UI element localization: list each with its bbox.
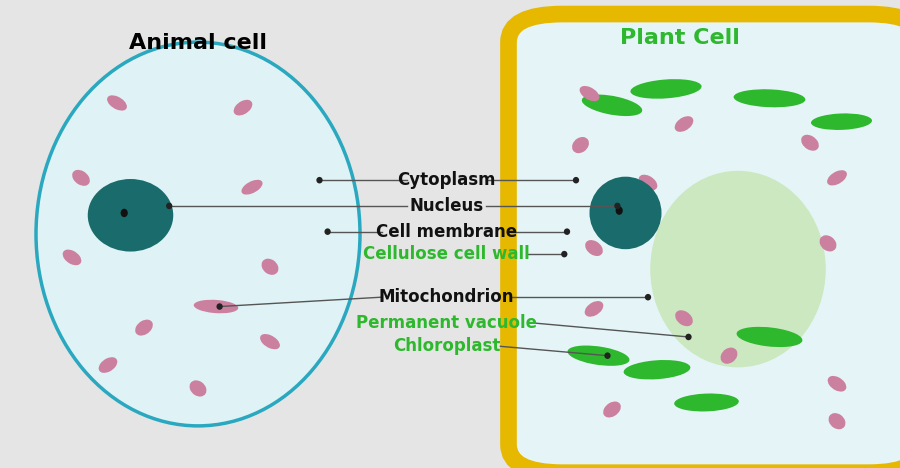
- Text: Permanent vacuole: Permanent vacuole: [356, 314, 537, 332]
- Ellipse shape: [563, 228, 571, 235]
- Ellipse shape: [572, 137, 589, 153]
- Text: Chloroplast: Chloroplast: [392, 337, 500, 355]
- Ellipse shape: [630, 79, 702, 99]
- Ellipse shape: [581, 95, 643, 116]
- Ellipse shape: [580, 86, 599, 101]
- Ellipse shape: [135, 320, 153, 336]
- Ellipse shape: [615, 203, 621, 209]
- Ellipse shape: [828, 376, 846, 392]
- Ellipse shape: [605, 352, 610, 359]
- Ellipse shape: [107, 95, 127, 110]
- Text: Animal cell: Animal cell: [129, 33, 267, 53]
- Ellipse shape: [650, 171, 826, 367]
- Ellipse shape: [674, 394, 739, 411]
- Ellipse shape: [820, 235, 836, 251]
- Ellipse shape: [624, 360, 690, 380]
- Ellipse shape: [585, 301, 603, 317]
- Ellipse shape: [241, 180, 263, 195]
- Ellipse shape: [194, 300, 238, 313]
- Ellipse shape: [736, 327, 803, 347]
- Text: Cytoplasm: Cytoplasm: [397, 171, 496, 189]
- Ellipse shape: [616, 206, 623, 215]
- Text: Cell membrane: Cell membrane: [376, 223, 517, 241]
- Ellipse shape: [324, 228, 330, 235]
- Ellipse shape: [721, 348, 737, 364]
- Ellipse shape: [234, 100, 252, 116]
- Ellipse shape: [811, 113, 872, 130]
- FancyBboxPatch shape: [508, 14, 900, 468]
- Ellipse shape: [568, 345, 629, 366]
- Ellipse shape: [99, 357, 117, 373]
- Ellipse shape: [675, 310, 693, 326]
- Ellipse shape: [190, 380, 206, 396]
- Text: Plant Cell: Plant Cell: [619, 28, 740, 48]
- Text: Cellulose cell wall: Cellulose cell wall: [363, 245, 530, 263]
- Ellipse shape: [573, 177, 580, 183]
- Ellipse shape: [88, 179, 173, 251]
- Ellipse shape: [72, 170, 90, 186]
- Ellipse shape: [644, 294, 651, 300]
- Ellipse shape: [63, 249, 81, 265]
- Ellipse shape: [262, 259, 278, 275]
- Ellipse shape: [827, 170, 847, 185]
- Ellipse shape: [603, 402, 621, 417]
- Ellipse shape: [121, 209, 128, 217]
- Ellipse shape: [562, 251, 567, 257]
- Ellipse shape: [734, 89, 806, 107]
- Ellipse shape: [686, 334, 691, 340]
- Text: Nucleus: Nucleus: [410, 197, 483, 215]
- Text: Mitochondrion: Mitochondrion: [379, 288, 514, 306]
- Ellipse shape: [317, 177, 322, 183]
- Ellipse shape: [260, 334, 280, 349]
- Ellipse shape: [36, 42, 360, 426]
- Ellipse shape: [590, 176, 662, 249]
- Ellipse shape: [216, 303, 223, 310]
- Ellipse shape: [639, 175, 657, 190]
- Ellipse shape: [801, 135, 819, 151]
- Ellipse shape: [675, 116, 693, 132]
- Ellipse shape: [166, 203, 173, 209]
- Ellipse shape: [829, 413, 845, 429]
- Ellipse shape: [585, 240, 603, 256]
